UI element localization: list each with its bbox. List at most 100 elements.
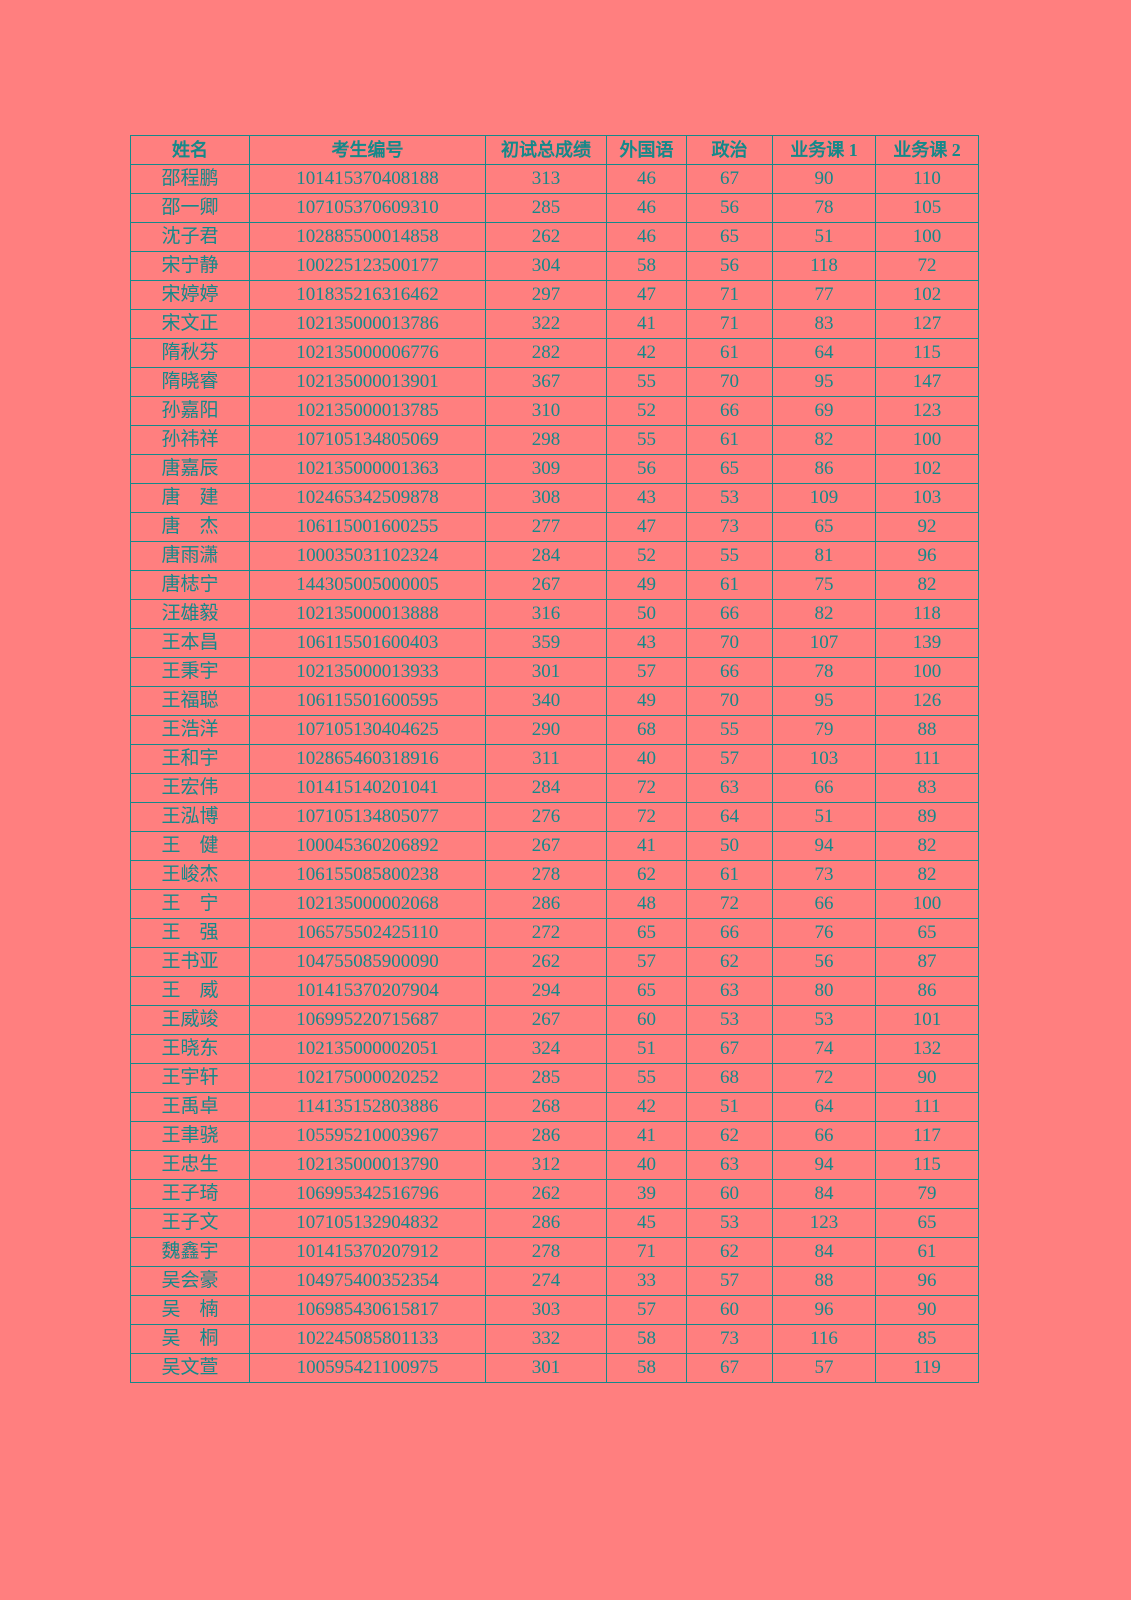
cell-subject-1: 64 <box>772 338 876 368</box>
cell-politics: 66 <box>686 918 773 948</box>
table-row: 王晓东 102135000002051 324 51 67 74 132 <box>130 1034 979 1064</box>
cell-politics: 67 <box>686 1353 773 1383</box>
cell-politics: 63 <box>686 1150 773 1180</box>
cell-subject-2: 101 <box>875 1005 979 1035</box>
cell-politics: 56 <box>686 193 773 223</box>
column-header-subject-2: 业务课 2 <box>875 135 979 165</box>
cell-total-score: 308 <box>485 483 607 513</box>
cell-total-score: 286 <box>485 1121 607 1151</box>
table-row: 魏鑫宇 101415370207912 278 71 62 84 61 <box>130 1237 979 1267</box>
cell-total-score: 285 <box>485 1063 607 1093</box>
column-header-name: 姓名 <box>130 135 250 165</box>
cell-foreign-language: 55 <box>606 367 687 397</box>
cell-exam-id: 107105134805077 <box>249 802 486 832</box>
cell-exam-id: 114135152803886 <box>249 1092 486 1122</box>
cell-foreign-language: 58 <box>606 1324 687 1354</box>
cell-exam-id: 105595210003967 <box>249 1121 486 1151</box>
cell-subject-1: 90 <box>772 164 876 194</box>
cell-exam-id: 102885500014858 <box>249 222 486 252</box>
cell-subject-1: 78 <box>772 193 876 223</box>
cell-exam-id: 107105130404625 <box>249 715 486 745</box>
cell-total-score: 262 <box>485 222 607 252</box>
cell-politics: 62 <box>686 947 773 977</box>
cell-subject-1: 103 <box>772 744 876 774</box>
cell-foreign-language: 40 <box>606 744 687 774</box>
cell-name: 隋晓睿 <box>130 367 250 397</box>
cell-total-score: 313 <box>485 164 607 194</box>
cell-exam-id: 102135000001363 <box>249 454 486 484</box>
cell-foreign-language: 58 <box>606 251 687 281</box>
cell-name: 吴文萱 <box>130 1353 250 1383</box>
cell-subject-2: 82 <box>875 570 979 600</box>
cell-exam-id: 104755085900090 <box>249 947 486 977</box>
cell-name: 唐 杰 <box>130 512 250 542</box>
cell-total-score: 301 <box>485 657 607 687</box>
cell-subject-2: 117 <box>875 1121 979 1151</box>
cell-subject-1: 116 <box>772 1324 876 1354</box>
cell-subject-2: 102 <box>875 280 979 310</box>
cell-subject-2: 102 <box>875 454 979 484</box>
cell-total-score: 267 <box>485 831 607 861</box>
cell-foreign-language: 49 <box>606 570 687 600</box>
cell-subject-2: 61 <box>875 1237 979 1267</box>
cell-foreign-language: 47 <box>606 280 687 310</box>
cell-politics: 62 <box>686 1121 773 1151</box>
cell-foreign-language: 43 <box>606 628 687 658</box>
cell-foreign-language: 65 <box>606 976 687 1006</box>
cell-total-score: 262 <box>485 1179 607 1209</box>
table-row: 隋秋芬 102135000006776 282 42 61 64 115 <box>130 338 979 368</box>
cell-foreign-language: 46 <box>606 164 687 194</box>
cell-subject-2: 105 <box>875 193 979 223</box>
cell-name: 唐嘉辰 <box>130 454 250 484</box>
cell-exam-id: 102175000020252 <box>249 1063 486 1093</box>
cell-exam-id: 106575502425110 <box>249 918 486 948</box>
cell-politics: 53 <box>686 483 773 513</box>
cell-politics: 70 <box>686 628 773 658</box>
cell-politics: 56 <box>686 251 773 281</box>
cell-total-score: 304 <box>485 251 607 281</box>
cell-subject-2: 83 <box>875 773 979 803</box>
table-row: 邵一卿 107105370609310 285 46 56 78 105 <box>130 193 979 223</box>
cell-politics: 60 <box>686 1179 773 1209</box>
table-row: 王子琦 106995342516796 262 39 60 84 79 <box>130 1179 979 1209</box>
cell-name: 王宇轩 <box>130 1063 250 1093</box>
cell-politics: 57 <box>686 1266 773 1296</box>
table-header: 姓名 考生编号 初试总成绩 外国语 政治 业务课 1 业务课 2 <box>130 135 979 165</box>
cell-total-score: 286 <box>485 889 607 919</box>
cell-foreign-language: 42 <box>606 1092 687 1122</box>
cell-total-score: 267 <box>485 570 607 600</box>
cell-subject-2: 126 <box>875 686 979 716</box>
cell-name: 隋秋芬 <box>130 338 250 368</box>
cell-subject-2: 103 <box>875 483 979 513</box>
cell-subject-2: 118 <box>875 599 979 629</box>
cell-subject-1: 88 <box>772 1266 876 1296</box>
cell-subject-2: 147 <box>875 367 979 397</box>
cell-total-score: 310 <box>485 396 607 426</box>
cell-total-score: 322 <box>485 309 607 339</box>
table-row: 王 宁 102135000002068 286 48 72 66 100 <box>130 889 979 919</box>
cell-subject-2: 110 <box>875 164 979 194</box>
cell-exam-id: 102135000006776 <box>249 338 486 368</box>
cell-politics: 66 <box>686 396 773 426</box>
cell-exam-id: 104975400352354 <box>249 1266 486 1296</box>
cell-exam-id: 107105134805069 <box>249 425 486 455</box>
cell-foreign-language: 41 <box>606 1121 687 1151</box>
cell-politics: 55 <box>686 715 773 745</box>
cell-subject-1: 94 <box>772 1150 876 1180</box>
cell-name: 王 威 <box>130 976 250 1006</box>
cell-foreign-language: 52 <box>606 396 687 426</box>
cell-total-score: 312 <box>485 1150 607 1180</box>
cell-subject-2: 111 <box>875 1092 979 1122</box>
cell-name: 王晓东 <box>130 1034 250 1064</box>
table-row: 王福聪 106115501600595 340 49 70 95 126 <box>130 686 979 716</box>
cell-name: 王秉宇 <box>130 657 250 687</box>
cell-name: 魏鑫宇 <box>130 1237 250 1267</box>
table-row: 王泓博 107105134805077 276 72 64 51 89 <box>130 802 979 832</box>
cell-politics: 66 <box>686 599 773 629</box>
cell-subject-1: 77 <box>772 280 876 310</box>
table-row: 吴文萱 100595421100975 301 58 67 57 119 <box>130 1353 979 1383</box>
cell-subject-2: 65 <box>875 1208 979 1238</box>
cell-subject-1: 64 <box>772 1092 876 1122</box>
cell-foreign-language: 42 <box>606 338 687 368</box>
cell-foreign-language: 62 <box>606 860 687 890</box>
